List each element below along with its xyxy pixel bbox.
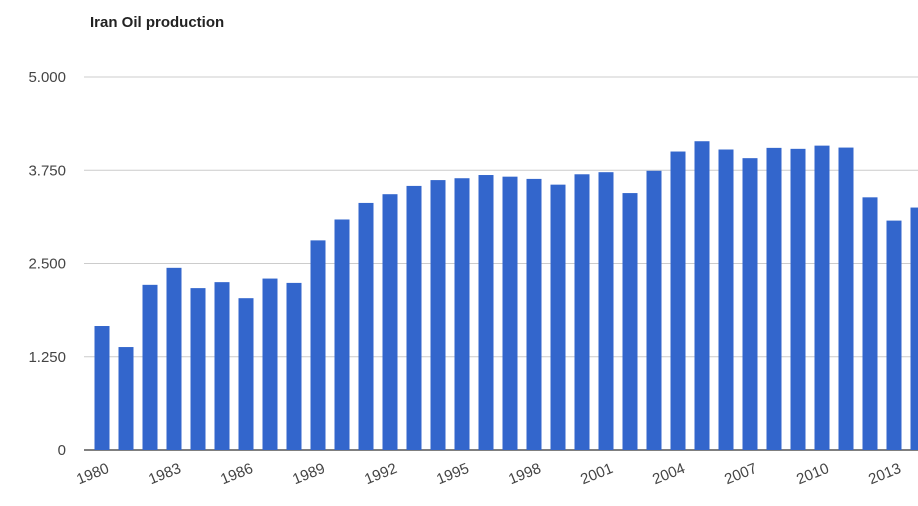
bar-2003[interactable] (646, 170, 662, 450)
x-tick-label: 1992 (362, 460, 399, 488)
x-tick-label: 1986 (218, 460, 255, 488)
bar-1980[interactable] (94, 326, 110, 450)
bar-2013[interactable] (886, 220, 902, 450)
bar-1992[interactable] (382, 194, 398, 450)
bars (94, 141, 918, 451)
x-axis-ticks: 1980 1983 1986 1989 1992 1995 1998 2001 2004 2007… (74, 460, 903, 488)
bar-1999[interactable] (550, 184, 566, 450)
bar-1987[interactable] (262, 278, 278, 450)
bar-1981[interactable] (118, 347, 134, 450)
chart-title: Iran Oil production (90, 14, 225, 31)
bar-1994[interactable] (430, 180, 446, 450)
bar-1998[interactable] (526, 178, 542, 450)
x-tick-label: 2004 (650, 460, 687, 488)
bar-2002[interactable] (622, 193, 638, 450)
y-tick-label: 0 (58, 442, 66, 459)
x-tick-label: 1983 (146, 460, 183, 488)
y-tick-label: 3.750 (28, 162, 66, 179)
bar-1989[interactable] (310, 240, 326, 450)
bar-1997[interactable] (502, 176, 518, 451)
bar-2014[interactable] (910, 207, 918, 450)
x-tick-label: 2001 (578, 460, 615, 488)
bar-1986[interactable] (238, 298, 254, 450)
bar-1991[interactable] (358, 202, 374, 450)
x-tick-label: 1989 (290, 460, 327, 488)
bar-2006[interactable] (718, 149, 734, 450)
bar-2010[interactable] (814, 145, 830, 450)
bar-2004[interactable] (670, 151, 686, 451)
x-tick-label: 1995 (434, 460, 471, 488)
bar-2007[interactable] (742, 158, 758, 450)
bar-2009[interactable] (790, 148, 806, 451)
y-axis-ticks: 0 1.250 2.500 3.750 5.000 (28, 69, 66, 459)
bar-1984[interactable] (190, 288, 206, 450)
x-tick-label: 1998 (506, 460, 543, 488)
bar-1990[interactable] (334, 219, 350, 450)
x-tick-label: 2007 (722, 460, 759, 488)
y-tick-label: 1.250 (28, 349, 66, 366)
bar-1982[interactable] (142, 284, 158, 450)
bar-1996[interactable] (478, 175, 494, 450)
bar-1983[interactable] (166, 267, 182, 450)
x-tick-label: 2010 (794, 460, 831, 488)
bar-2005[interactable] (694, 141, 710, 451)
bar-2008[interactable] (766, 147, 782, 450)
bar-2011[interactable] (838, 147, 854, 450)
bar-2001[interactable] (598, 172, 614, 450)
bar-1985[interactable] (214, 282, 230, 450)
y-tick-label: 5.000 (28, 69, 66, 86)
x-tick-label: 1980 (74, 460, 111, 488)
bar-2012[interactable] (862, 197, 878, 450)
bar-2000[interactable] (574, 174, 590, 451)
bar-1993[interactable] (406, 185, 422, 450)
bar-1988[interactable] (286, 282, 302, 450)
x-tick-label: 2013 (866, 460, 903, 488)
y-tick-label: 2.500 (28, 256, 66, 273)
bar-1995[interactable] (454, 178, 470, 451)
